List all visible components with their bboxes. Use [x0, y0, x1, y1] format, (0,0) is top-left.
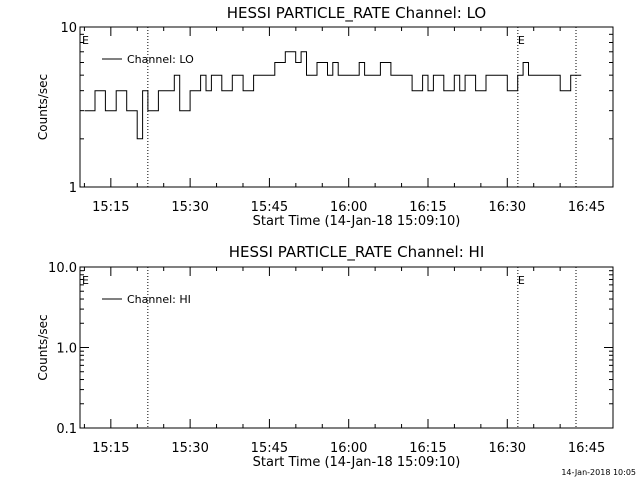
x-tick-label: 16:00 — [330, 441, 367, 456]
y-axis-label: Counts/sec — [36, 74, 50, 140]
panel-lo: HESSI PARTICLE_RATE Channel: LO 1 10 15:15 1… — [36, 4, 614, 229]
series-line — [84, 51, 582, 140]
x-axis-label: Start Time (14-Jan-18 15:09:10) — [253, 455, 461, 470]
x-tick-label: 16:30 — [489, 441, 526, 456]
chart-title: HESSI PARTICLE_RATE Channel: HI — [229, 243, 485, 262]
plot-frame — [79, 266, 614, 429]
x-tick-label: 15:30 — [171, 200, 208, 215]
y-axis-label: Counts/sec — [36, 314, 50, 380]
y-tick-label: 1 — [69, 181, 77, 196]
x-tick-label: 16:30 — [489, 200, 526, 215]
y-tick-label: 10 — [60, 21, 77, 36]
panel-hi: HESSI PARTICLE_RATE Channel: HI 0.1 1.0 10.… — [36, 243, 614, 470]
legend-label: Channel: HI — [127, 293, 191, 306]
event-marker-label: E — [518, 34, 525, 47]
plot-frame — [79, 26, 614, 188]
y-tick-label: 10.0 — [48, 261, 77, 276]
x-tick-label: 15:15 — [92, 200, 129, 215]
x-axis-label: Start Time (14-Jan-18 15:09:10) — [253, 214, 461, 229]
chart-title: HESSI PARTICLE_RATE Channel: LO — [227, 4, 486, 23]
x-tick-label: 15:15 — [92, 441, 129, 456]
event-marker-label: E — [82, 34, 89, 47]
event-marker-label: E — [518, 274, 525, 287]
x-tick-label: 16:15 — [409, 441, 446, 456]
footer-timestamp: 14-Jan-2018 10:05 — [561, 468, 636, 477]
x-tick-label: 15:45 — [251, 441, 288, 456]
x-tick-label: 16:15 — [409, 200, 446, 215]
y-tick-label: 1.0 — [56, 342, 77, 357]
x-tick-label: 15:45 — [251, 200, 288, 215]
x-tick-label: 16:45 — [568, 200, 605, 215]
x-tick-label: 16:45 — [568, 441, 605, 456]
x-tick-label: 16:00 — [330, 200, 367, 215]
y-tick-label: 0.1 — [56, 422, 77, 437]
event-marker-label: E — [82, 274, 89, 287]
legend-label: Channel: LO — [127, 53, 194, 66]
x-tick-label: 15:30 — [171, 441, 208, 456]
